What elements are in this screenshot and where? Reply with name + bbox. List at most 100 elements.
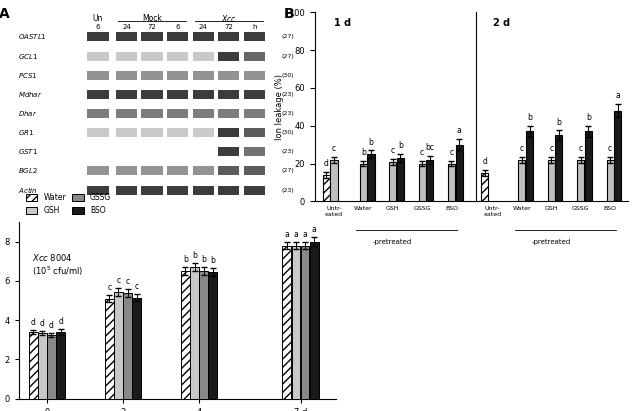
Bar bbox=[585, 132, 592, 201]
Bar bbox=[167, 51, 188, 60]
Text: b: b bbox=[183, 255, 188, 264]
Text: (27): (27) bbox=[281, 53, 294, 58]
Bar bbox=[218, 51, 240, 60]
Text: 6: 6 bbox=[176, 23, 180, 30]
Bar bbox=[397, 158, 404, 201]
Bar bbox=[193, 90, 214, 99]
Bar bbox=[29, 332, 37, 399]
Text: 6: 6 bbox=[96, 23, 100, 30]
Text: b: b bbox=[586, 113, 591, 122]
Bar bbox=[141, 166, 163, 175]
Bar bbox=[87, 109, 108, 118]
Bar bbox=[577, 160, 584, 201]
Bar bbox=[456, 145, 463, 201]
Bar bbox=[141, 90, 163, 99]
Bar bbox=[218, 71, 240, 80]
Bar bbox=[47, 335, 56, 399]
Text: 24: 24 bbox=[122, 23, 131, 30]
Text: $\it{GST1}$: $\it{GST1}$ bbox=[18, 147, 38, 156]
Bar bbox=[116, 185, 137, 194]
Bar bbox=[116, 109, 137, 118]
Bar bbox=[193, 71, 214, 80]
Text: b: b bbox=[192, 251, 197, 260]
Text: b: b bbox=[527, 113, 532, 122]
Bar bbox=[167, 128, 188, 137]
Bar bbox=[167, 185, 188, 194]
Text: d: d bbox=[40, 319, 45, 328]
Text: h: h bbox=[252, 23, 257, 30]
Bar bbox=[426, 160, 433, 201]
Bar bbox=[555, 135, 562, 201]
Text: Un: Un bbox=[93, 14, 103, 23]
Bar bbox=[218, 90, 240, 99]
Text: -pretreated: -pretreated bbox=[373, 239, 412, 245]
Bar bbox=[607, 160, 614, 201]
Text: 24: 24 bbox=[199, 23, 207, 30]
Text: $\it{Actin}$: $\it{Actin}$ bbox=[18, 185, 38, 195]
Bar bbox=[141, 71, 163, 80]
Bar bbox=[360, 164, 367, 201]
Bar bbox=[243, 109, 265, 118]
Bar bbox=[292, 245, 301, 399]
Bar bbox=[116, 71, 137, 80]
Text: d: d bbox=[49, 321, 54, 330]
Text: b: b bbox=[368, 138, 373, 147]
Bar bbox=[243, 185, 265, 194]
Bar bbox=[87, 90, 108, 99]
Bar bbox=[218, 166, 240, 175]
Bar bbox=[218, 147, 240, 156]
Text: b: b bbox=[201, 255, 206, 264]
Bar bbox=[243, 128, 265, 137]
Bar bbox=[87, 166, 108, 175]
Bar bbox=[283, 245, 291, 399]
Text: (23): (23) bbox=[281, 111, 294, 116]
Text: Mock: Mock bbox=[142, 14, 162, 23]
Text: (30): (30) bbox=[281, 130, 294, 135]
Bar bbox=[116, 32, 137, 42]
Bar bbox=[116, 51, 137, 60]
Bar bbox=[167, 166, 188, 175]
Bar bbox=[218, 128, 240, 137]
Bar bbox=[310, 242, 318, 399]
Bar bbox=[481, 173, 488, 201]
Bar bbox=[193, 109, 214, 118]
Bar bbox=[87, 185, 108, 194]
Bar bbox=[243, 32, 265, 42]
Text: $\it{OASTL1}$: $\it{OASTL1}$ bbox=[18, 32, 47, 42]
Text: $\it{GCL1}$: $\it{GCL1}$ bbox=[18, 51, 39, 60]
Bar bbox=[190, 267, 199, 399]
Text: c: c bbox=[117, 276, 120, 285]
Text: a: a bbox=[616, 91, 620, 100]
Bar bbox=[141, 109, 163, 118]
Text: $\it{Xcc}$ 8004
(10$^5$ cfu/ml): $\it{Xcc}$ 8004 (10$^5$ cfu/ml) bbox=[32, 252, 83, 279]
Bar bbox=[243, 147, 265, 156]
Bar bbox=[56, 332, 65, 399]
Text: $\it{BGL2}$: $\it{BGL2}$ bbox=[18, 166, 38, 175]
Text: c: c bbox=[549, 144, 553, 153]
Bar bbox=[218, 32, 240, 42]
Bar bbox=[141, 128, 163, 137]
Bar bbox=[141, 185, 163, 194]
Text: a: a bbox=[302, 230, 307, 239]
Bar bbox=[38, 333, 47, 399]
Bar bbox=[87, 32, 108, 42]
Text: c: c bbox=[520, 144, 524, 153]
Y-axis label: Ion leakage (%): Ion leakage (%) bbox=[275, 74, 284, 140]
Bar bbox=[141, 51, 163, 60]
Bar bbox=[114, 292, 123, 399]
Text: b: b bbox=[361, 148, 366, 157]
Bar bbox=[301, 245, 309, 399]
Text: b: b bbox=[557, 118, 561, 127]
Text: $\it{GR1}$: $\it{GR1}$ bbox=[18, 128, 34, 137]
Text: b: b bbox=[210, 256, 215, 265]
Text: c: c bbox=[134, 282, 139, 291]
Text: a: a bbox=[294, 230, 299, 239]
Bar bbox=[193, 166, 214, 175]
Text: 72: 72 bbox=[148, 23, 157, 30]
Bar bbox=[123, 293, 132, 399]
Text: a: a bbox=[312, 225, 316, 234]
Bar bbox=[167, 90, 188, 99]
Bar bbox=[116, 128, 137, 137]
Bar bbox=[389, 162, 396, 201]
Text: $\it{PCS1}$: $\it{PCS1}$ bbox=[18, 71, 37, 80]
